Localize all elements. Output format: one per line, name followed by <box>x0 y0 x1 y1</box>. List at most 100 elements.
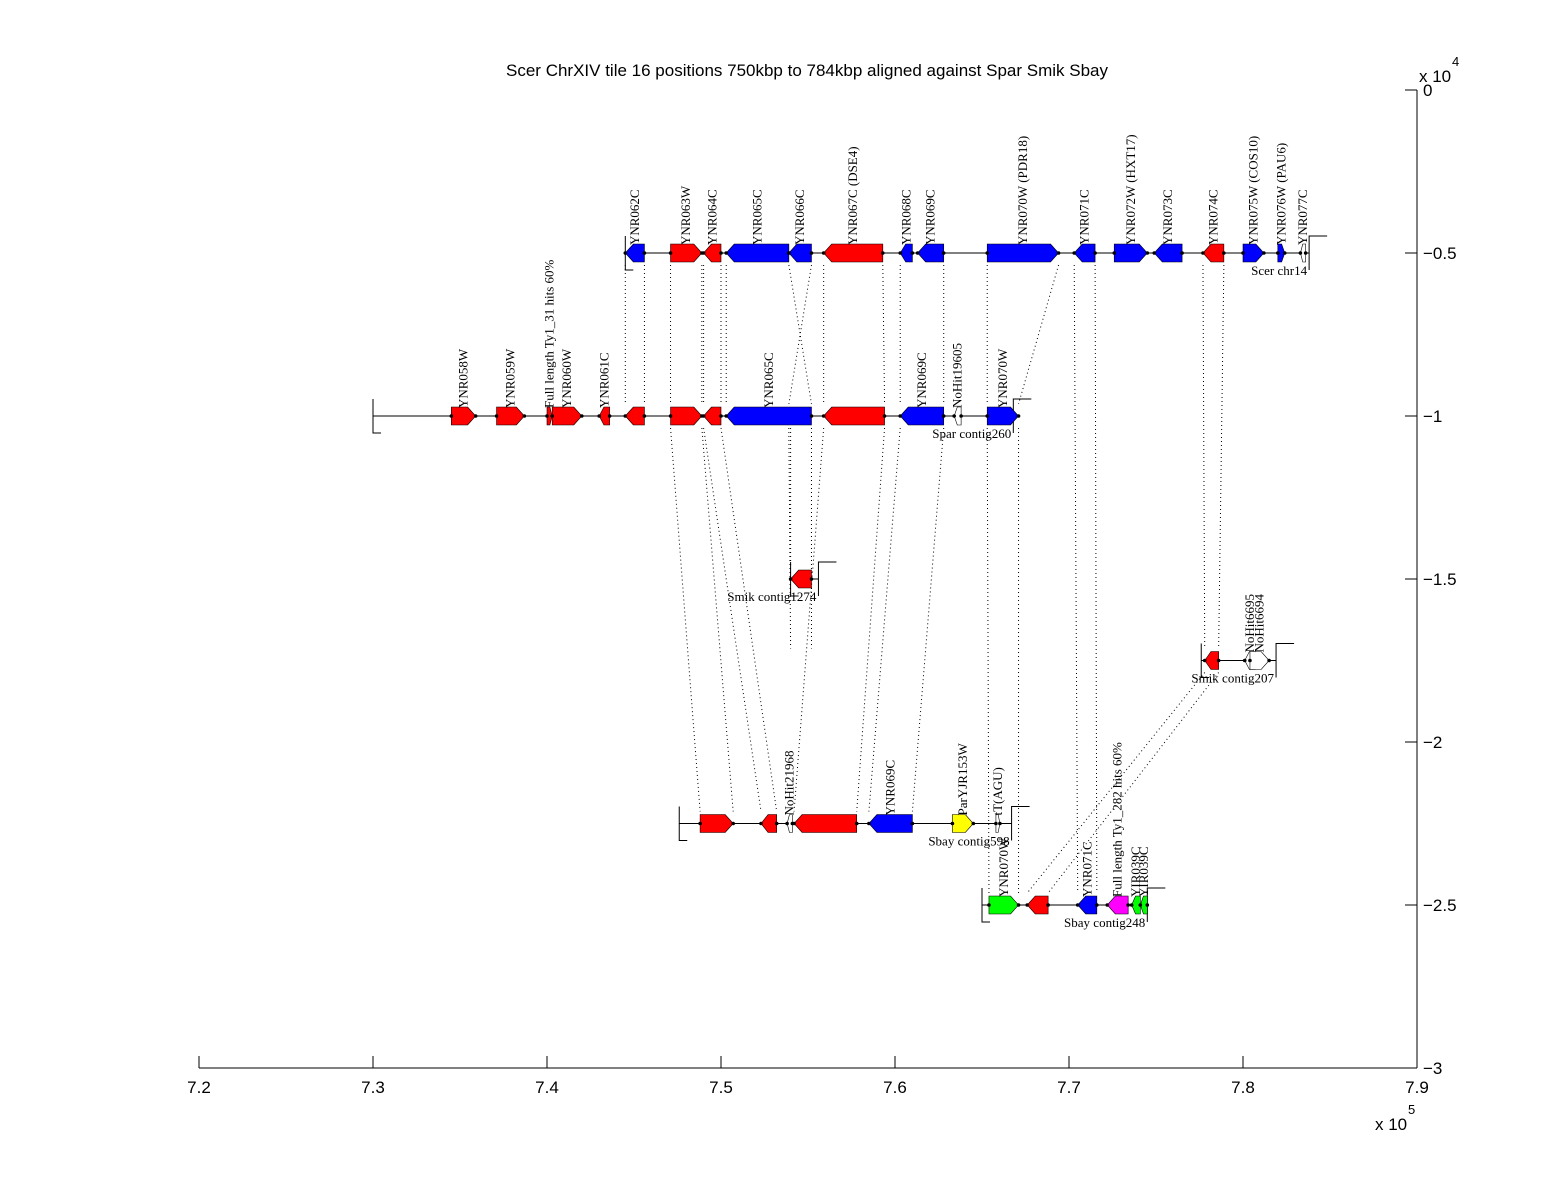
gene-start-dot <box>1276 251 1280 255</box>
gene-end-dot <box>1145 903 1150 907</box>
gene-start-dot <box>701 251 706 255</box>
contig-label: Sbay contig248 <box>1064 915 1145 930</box>
alignment-link <box>670 427 701 812</box>
gene-arrow <box>699 814 734 833</box>
gene-end-dot <box>731 821 735 826</box>
gene-label: YNR075W (COS10) <box>1245 136 1260 245</box>
gene-start-dot <box>994 821 998 826</box>
gene-end-dot <box>580 414 584 418</box>
gene-start-dot <box>1242 658 1247 663</box>
gene-end-dot <box>1093 251 1097 255</box>
gene-label: YIR039C <box>1136 846 1151 897</box>
y-tick-label: −1.5 <box>1423 570 1457 589</box>
gene-start-dot <box>724 414 729 418</box>
gene-start-dot <box>701 414 706 418</box>
gene-start-dot <box>668 251 673 255</box>
gene-arrow <box>899 243 913 263</box>
gene-end-dot <box>882 414 887 418</box>
alignment-link <box>788 427 792 649</box>
gene-end-dot <box>607 414 612 418</box>
gene-end-dot <box>809 251 814 255</box>
gene-end-dot <box>971 821 976 826</box>
gene-end-dot <box>642 414 647 418</box>
gene-end-dot <box>910 821 915 826</box>
alignment-link <box>1094 264 1098 894</box>
contig-end-bracket <box>817 561 837 596</box>
x-tick-label: 7.7 <box>1057 1078 1081 1097</box>
gene-end-dot <box>1267 658 1271 663</box>
gene-arrow <box>986 243 1059 263</box>
gene-start-dot <box>821 251 826 255</box>
contig-track: Scer chr14 YNR062C YNR063W YNR064C YNR065C YN… <box>623 134 1328 278</box>
gene-label: YNR065C <box>750 189 765 245</box>
y-multiplier: x 10 <box>1419 67 1451 86</box>
gene-label: ParYJR153W <box>955 743 970 816</box>
y-ticks: 0 −0.5 −1 −1.5 −2 −2.5 −3 <box>1405 81 1457 1078</box>
x-tick-label: 7.2 <box>187 1078 211 1097</box>
gene-label: YNR073C <box>1160 189 1175 245</box>
gene-arrow <box>703 406 722 426</box>
y-tick-label: −2.5 <box>1423 896 1457 915</box>
contig-start-bracket <box>624 236 634 271</box>
gene-end-dot <box>1303 251 1308 255</box>
gene-start-dot <box>985 251 990 255</box>
alignment-link <box>788 264 812 405</box>
gene-end-dot <box>774 821 779 826</box>
alignment-link <box>793 427 825 812</box>
gene-arrow <box>988 895 1019 915</box>
gene-label: NoHit19605 <box>950 343 965 408</box>
gene-start-dot <box>1075 903 1080 907</box>
x-tick-label: 7.9 <box>1405 1078 1429 1097</box>
contig-tracks: Scer chr14 YNR062C YNR063W YNR064C YNR065C YN… <box>372 134 1328 930</box>
gene-start-dot <box>545 414 549 418</box>
gene-label: YNR077C <box>1295 189 1310 245</box>
gene-start-dot <box>867 821 871 826</box>
gene-arrow <box>1204 651 1219 670</box>
gene-start-dot <box>821 414 826 418</box>
gene-start-dot <box>1138 903 1143 907</box>
gene-start-dot <box>1025 903 1030 907</box>
gene-start-dot <box>724 251 729 255</box>
gene-end-dot <box>1145 251 1150 255</box>
gene-start-dot <box>787 251 791 255</box>
contig-start-bracket <box>1200 643 1210 678</box>
gene-start-dot <box>1129 903 1134 907</box>
gene-arrow <box>1202 243 1225 263</box>
y-tick-label: 0 <box>1423 81 1432 100</box>
gene-start-dot <box>668 414 673 418</box>
gene-label: YNR070W <box>996 837 1011 897</box>
gene-arrow <box>1249 651 1270 670</box>
gene-label: Full length Ty1_31 hits 60% <box>542 259 557 408</box>
gene-arrow <box>624 406 645 426</box>
gene-end-dot <box>1126 903 1130 907</box>
contig-track: Sbay contig248 YNR070W YNR071C Full length … <box>981 742 1166 930</box>
gene-end-dot <box>941 414 946 418</box>
x-ticks: 7.2 7.3 7.4 7.5 7.6 7.7 7.8 7.9 <box>187 1056 1429 1097</box>
gene-arrow <box>1026 895 1049 915</box>
alignment-link <box>856 427 886 812</box>
contig-end-bracket <box>1308 235 1328 270</box>
gene-end-dot <box>719 414 723 418</box>
axes: 7.2 7.3 7.4 7.5 7.6 7.7 7.8 7.9 0 −0.5 −1 −1.5 −2 −2… <box>187 54 1459 1134</box>
gene-end-dot <box>1282 251 1287 255</box>
gene-label: YNR071C <box>1079 841 1094 897</box>
alignment-link <box>1218 264 1225 649</box>
gene-arrow <box>1153 243 1183 263</box>
contig-track: Smik contig1274 <box>727 561 837 604</box>
gene-start-dot <box>1112 251 1117 255</box>
alignment-link <box>703 427 762 812</box>
x-tick-label: 7.6 <box>883 1078 907 1097</box>
gene-start-dot <box>698 821 702 826</box>
gene-label: YNR069C <box>914 352 929 408</box>
alignment-link <box>911 427 945 812</box>
alignment-link <box>1073 264 1079 894</box>
gene-arrow <box>725 243 790 263</box>
gene-label: NoHit6694 <box>1252 594 1267 653</box>
gene-label: YNR063W <box>678 185 693 245</box>
gene-end-dot <box>809 577 814 581</box>
gene-end-dot <box>1016 414 1021 418</box>
gene-start-dot <box>987 903 991 907</box>
alignment-link <box>788 264 812 405</box>
alignment-link <box>882 264 886 405</box>
